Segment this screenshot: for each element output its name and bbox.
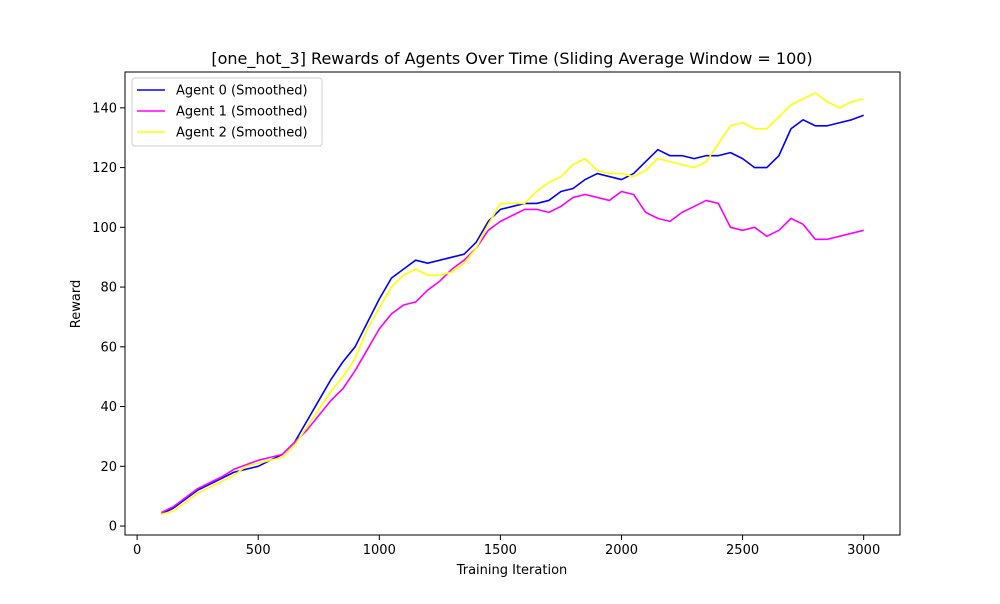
plot-frame bbox=[124, 71, 901, 536]
series-line-agent-0 bbox=[160, 114, 864, 515]
y-tick-label: 40 bbox=[100, 400, 117, 415]
x-tick-label: 1500 bbox=[484, 543, 517, 558]
x-tick-label: 3000 bbox=[847, 543, 880, 558]
legend-label-agent-1: Agent 1 (Smoothed) bbox=[176, 105, 308, 120]
series-line-agent-2 bbox=[161, 92, 864, 515]
x-tick-label: 500 bbox=[246, 543, 271, 558]
y-tick-label: 20 bbox=[100, 460, 117, 475]
y-tick-label: 0 bbox=[109, 520, 117, 535]
y-axis-label: Reward bbox=[69, 280, 84, 328]
legend-box bbox=[131, 77, 323, 147]
y-tick-label: 60 bbox=[100, 340, 117, 355]
y-tick-label: 120 bbox=[92, 161, 117, 176]
x-axis-label: Training Iteration bbox=[456, 563, 568, 578]
chart-title: [one_hot_3] Rewards of Agents Over Time … bbox=[211, 49, 812, 69]
legend-label-agent-2: Agent 2 (Smoothed) bbox=[176, 126, 308, 141]
series-line-agent-1 bbox=[160, 190, 864, 514]
y-tick-label: 80 bbox=[100, 281, 117, 296]
x-tick-label: 2000 bbox=[605, 543, 638, 558]
legend: Agent 0 (Smoothed) Agent 1 (Smoothed) Agen… bbox=[131, 77, 323, 147]
x-tick-label: 2500 bbox=[726, 543, 759, 558]
y-tick-label: 140 bbox=[92, 101, 117, 116]
x-tick-label: 1000 bbox=[363, 543, 396, 558]
y-tick-label: 100 bbox=[92, 221, 117, 236]
plot-area: 0 500 1000 1500 2000 2500 3000 0 20 40 60 80 100 120 1… bbox=[92, 71, 901, 558]
x-tick-label: 0 bbox=[133, 543, 141, 558]
legend-label-agent-0: Agent 0 (Smoothed) bbox=[176, 84, 308, 99]
